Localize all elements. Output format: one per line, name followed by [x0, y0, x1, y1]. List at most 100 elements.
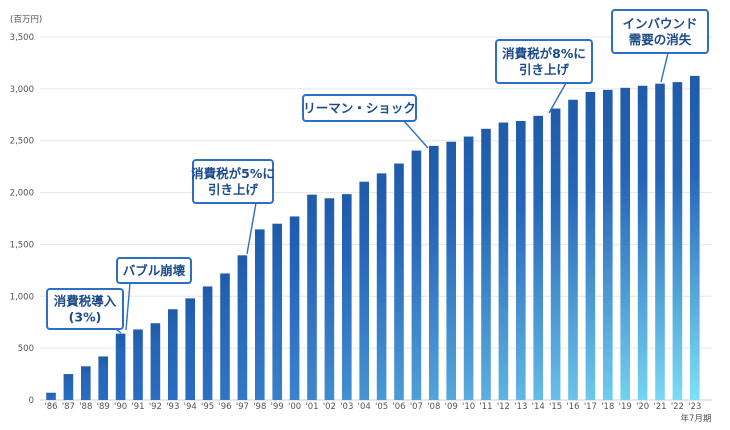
callout-box — [116, 257, 192, 284]
bar-97 — [237, 255, 248, 400]
callout-text: 引き上げ — [519, 62, 570, 77]
bar-05 — [376, 173, 387, 400]
x-tick-label-10: '10 — [462, 402, 475, 412]
bar-06 — [394, 163, 404, 400]
x-tick-label-88: '88 — [79, 402, 92, 412]
x-tick-label-22: '22 — [671, 402, 684, 412]
y-axis-tick-labels: 0 500 1,000 1,500 2,000 2,500 3,000 3,500 — [10, 33, 34, 406]
callout-box — [46, 288, 124, 330]
x-tick-label-19: '19 — [619, 402, 632, 412]
callout-pointer — [403, 120, 429, 149]
bar-14 — [533, 115, 543, 400]
y-tick-label-2500: 2,500 — [10, 137, 34, 147]
bar-07 — [411, 150, 422, 400]
bar-98 — [255, 229, 265, 400]
y-tick-label-0: 0 — [29, 396, 34, 406]
bar-91 — [133, 329, 143, 400]
bar-21 — [655, 83, 665, 401]
bar-17 — [585, 91, 596, 400]
x-tick-label-14: '14 — [532, 402, 545, 412]
callout-text: リーマン・ショック — [303, 101, 416, 116]
callout-lehman-shock: リーマン・ショック — [302, 94, 429, 149]
bar-00 — [289, 216, 300, 400]
callout-text: 消費税導入 — [54, 294, 117, 309]
bar-16 — [568, 99, 578, 400]
x-tick-label-89: '89 — [97, 402, 110, 412]
y-tick-label-500: 500 — [18, 344, 34, 354]
bar-15 — [550, 108, 561, 400]
bar-22 — [672, 82, 683, 401]
bar-96 — [220, 273, 230, 400]
x-tick-label-94: '94 — [184, 402, 197, 412]
bar-01 — [307, 194, 317, 400]
bar-series — [46, 75, 700, 401]
bar-08 — [429, 145, 439, 400]
callout-box — [192, 159, 274, 204]
bar-19 — [620, 87, 630, 400]
x-tick-label-13: '13 — [514, 402, 527, 412]
x-tick-label-92: '92 — [149, 402, 162, 412]
y-axis-unit-label: (百万円) — [10, 15, 42, 25]
y-tick-label-1500: 1,500 — [10, 240, 34, 250]
bar-86 — [46, 392, 56, 400]
event-callouts: 消費税導入(3%)バブル崩壊消費税が5%に引き上げリーマン・ショック消費税が8%… — [46, 9, 709, 334]
x-tick-label-20: '20 — [636, 402, 649, 412]
y-tick-label-1000: 1,000 — [10, 292, 34, 302]
bar-90 — [115, 333, 126, 400]
bar-04 — [359, 181, 369, 400]
bar-92 — [150, 323, 161, 400]
x-tick-label-15: '15 — [549, 402, 562, 412]
x-tick-label-05: '05 — [375, 402, 388, 412]
callout-bubble-collapse: バブル崩壊 — [116, 257, 192, 331]
x-tick-label-18: '18 — [601, 402, 614, 412]
x-tick-label-97: '97 — [236, 402, 249, 412]
bar-13 — [516, 121, 526, 400]
callout-pointer — [660, 52, 669, 83]
bar-02 — [324, 198, 335, 400]
x-tick-label-87: '87 — [62, 402, 75, 412]
bar-93 — [168, 309, 178, 400]
callout-text: 消費税が5%に — [191, 166, 275, 181]
x-tick-label-07: '07 — [410, 402, 423, 412]
x-tick-label-86: '86 — [44, 402, 57, 412]
bar-95 — [202, 286, 213, 400]
callout-text: バブル崩壊 — [123, 263, 186, 278]
bar-10 — [463, 136, 474, 400]
x-axis-period-suffix: 年7月期 — [681, 413, 712, 424]
x-tick-label-16: '16 — [566, 402, 579, 412]
x-tick-label-95: '95 — [201, 402, 214, 412]
callout-box — [302, 94, 417, 122]
x-tick-label-08: '08 — [427, 402, 440, 412]
callout-consumption-tax-introduction: 消費税導入(3%) — [46, 288, 124, 334]
x-tick-label-03: '03 — [340, 402, 353, 412]
x-tick-label-23: '23 — [688, 402, 701, 412]
x-tick-label-96: '96 — [218, 402, 231, 412]
x-tick-label-90: '90 — [114, 402, 127, 412]
callout-pointer — [246, 202, 257, 255]
x-tick-label-01: '01 — [305, 402, 318, 412]
callout-text: 引き上げ — [208, 182, 259, 197]
x-tick-label-17: '17 — [584, 402, 597, 412]
bar-88 — [81, 366, 91, 400]
x-tick-label-00: '00 — [288, 402, 301, 412]
y-tick-label-3000: 3,000 — [10, 85, 34, 95]
bar-18 — [603, 89, 613, 400]
bar-99 — [272, 223, 282, 400]
y-tick-label-3500: 3,500 — [10, 33, 34, 43]
bar-12 — [498, 122, 509, 400]
x-tick-label-93: '93 — [166, 402, 179, 412]
x-tick-label-11: '11 — [479, 402, 492, 412]
x-tick-label-04: '04 — [358, 402, 371, 412]
bar-11 — [481, 128, 491, 401]
callout-box — [611, 9, 709, 54]
y-tick-label-2000: 2,000 — [10, 189, 34, 199]
bar-23 — [690, 75, 700, 400]
bar-94 — [185, 298, 195, 400]
x-tick-label-12: '12 — [497, 402, 510, 412]
x-tick-label-09: '09 — [445, 402, 458, 412]
x-axis-tick-labels: '86 '87 '88 '89 '90 '91 '92 '93 '94 '95 '96 '97 '98 '… — [44, 402, 701, 412]
x-tick-label-98: '98 — [253, 402, 266, 412]
